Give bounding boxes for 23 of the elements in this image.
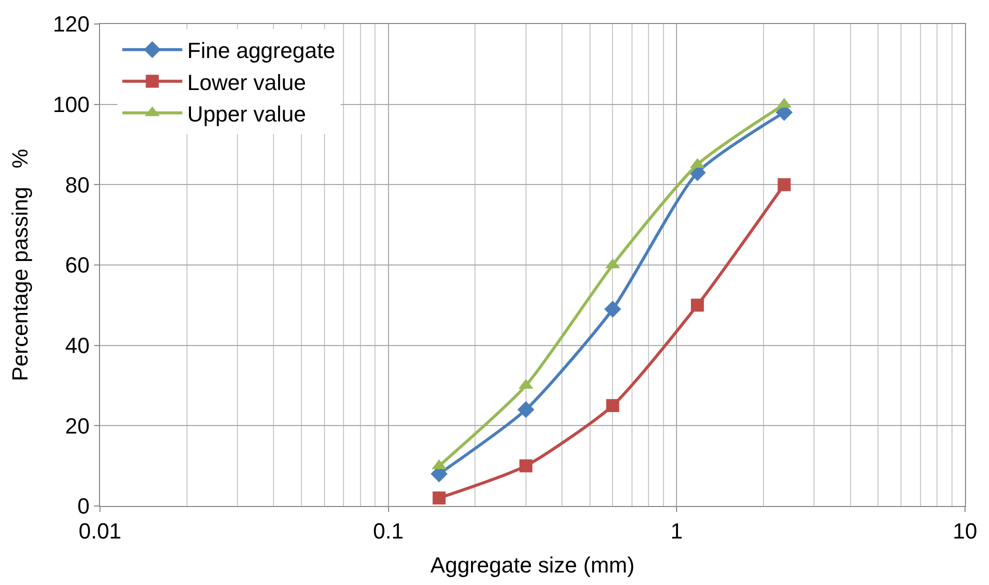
x-axis-title: Aggregate size (mm) (430, 552, 635, 578)
point (604, 300, 622, 318)
y-tick-label: 100 (52, 92, 90, 118)
legend-label: Lower value (187, 70, 306, 95)
point (517, 401, 534, 418)
y-tick-label: 120 (52, 12, 90, 37)
y-axis-title: Percentage passing % (8, 148, 33, 382)
x-tick-label: 1 (670, 518, 683, 544)
point (519, 459, 532, 472)
point (432, 491, 446, 504)
y-tick-label: 80 (65, 172, 90, 198)
y-tick-label: 60 (65, 252, 90, 278)
y-tick-label: 20 (65, 413, 90, 438)
legend-label: Upper value (187, 101, 306, 126)
point (690, 298, 704, 312)
x-tick-label: 0.1 (373, 518, 404, 544)
y-tick-label: 0 (77, 494, 90, 519)
point (778, 178, 791, 192)
point (606, 399, 620, 412)
x-tick-label: 10 (952, 518, 978, 544)
y-tick-label: 40 (65, 333, 90, 358)
x-tick-label: 0.01 (78, 518, 122, 544)
legend-label: Fine aggregate (187, 38, 336, 64)
